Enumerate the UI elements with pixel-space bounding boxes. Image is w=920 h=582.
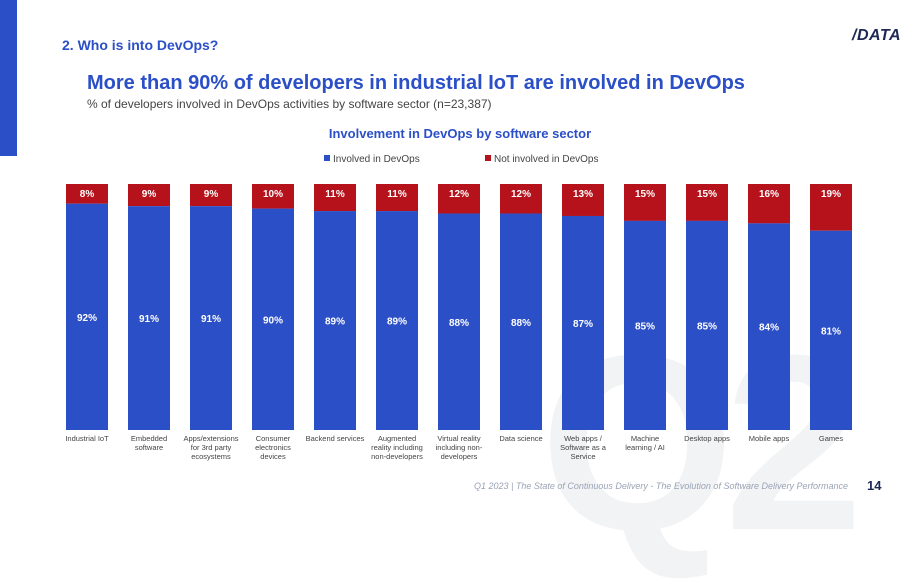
data-label-involved: 90% [263, 315, 283, 326]
data-label-involved: 84% [759, 323, 779, 334]
bar-involved [686, 220, 728, 430]
bar-not-involved [314, 184, 356, 212]
category-tick-label: Web apps / Software as a Service [560, 434, 607, 461]
data-label-not-involved: 12% [511, 189, 531, 200]
bar-not-involved [252, 184, 294, 209]
category-tick-label: Apps/extensions for 3rd party ecosystems [183, 434, 238, 461]
data-label-not-involved: 15% [697, 189, 717, 200]
data-label-involved: 87% [573, 319, 593, 330]
page-number: 14 [867, 478, 882, 493]
bar-not-involved [376, 184, 418, 212]
bar-not-involved [562, 184, 604, 216]
category-tick-label: Machine learning / AI [625, 434, 665, 452]
data-label-involved: 88% [449, 318, 469, 329]
legend-label-not-involved: Not involved in DevOps [494, 154, 599, 165]
bar-not-involved [748, 184, 790, 224]
data-label-involved: 88% [511, 318, 531, 329]
bar-involved [376, 211, 418, 430]
data-label-involved: 92% [77, 313, 97, 324]
bar-not-involved [66, 184, 108, 204]
category-tick-label: Backend services [306, 434, 365, 443]
bar-not-involved [624, 184, 666, 221]
bar-involved [624, 220, 666, 430]
data-label-not-involved: 11% [325, 189, 345, 200]
bar-not-involved [686, 184, 728, 221]
bar-involved [252, 208, 294, 430]
data-label-involved: 81% [821, 326, 841, 337]
bar-involved [66, 203, 108, 430]
legend-label-involved: Involved in DevOps [333, 154, 420, 165]
data-label-involved: 89% [387, 317, 407, 328]
category-tick-label: Data science [499, 434, 542, 443]
bar-involved [438, 213, 480, 430]
category-tick-label: Desktop apps [684, 434, 730, 443]
category-tick-label: Embedded software [131, 434, 167, 452]
category-tick-label: Games [819, 434, 843, 443]
category-tick-label: Consumer electronics devices [255, 434, 291, 461]
data-label-involved: 91% [201, 314, 221, 325]
data-label-not-involved: 16% [759, 189, 779, 200]
data-label-involved: 85% [697, 321, 717, 332]
bar-involved [562, 215, 604, 430]
data-label-not-involved: 8% [80, 189, 95, 200]
data-label-involved: 91% [139, 314, 159, 325]
bar-not-involved [438, 184, 480, 214]
category-tick-label: Virtual reality including non-developers [436, 434, 483, 461]
data-label-not-involved: 9% [142, 189, 157, 200]
data-label-not-involved: 10% [263, 189, 283, 200]
legend-item-not-involved: Not involved in DevOps [485, 154, 599, 165]
bar-involved [500, 213, 542, 430]
category-tick-label: Industrial IoT [65, 434, 109, 443]
legend-swatch-not-involved [485, 155, 491, 162]
bar-not-involved [810, 184, 852, 231]
data-label-involved: 89% [325, 317, 345, 328]
bar-involved [314, 211, 356, 430]
chart-title: Involvement in DevOps by software sector [328, 126, 592, 141]
bar-involved [810, 230, 852, 430]
bar-involved [748, 223, 790, 430]
chart-legend: Involved in DevOps Not involved in DevOp… [0, 154, 920, 168]
stacked-bar-chart: 8% 92% Industrial IoT 9% 91% Embedded software… [65, 184, 852, 461]
bar-not-involved [128, 184, 170, 207]
accent-side-bar [0, 0, 17, 156]
bar-not-involved [190, 184, 232, 207]
data-label-not-involved: 12% [449, 189, 469, 200]
legend-swatch-involved [324, 155, 330, 162]
category-tick-label: Mobile apps [749, 434, 790, 443]
bar-involved [128, 206, 170, 430]
data-label-not-involved: 13% [573, 189, 593, 200]
data-label-not-involved: 15% [635, 189, 655, 200]
data-label-not-involved: 9% [204, 189, 219, 200]
page-subtitle: % of developers involved in DevOps activ… [87, 97, 492, 111]
bar-involved [190, 206, 232, 430]
data-label-not-involved: 11% [387, 189, 407, 200]
data-label-involved: 85% [635, 321, 655, 332]
page-headline: More than 90% of developers in industria… [87, 72, 745, 94]
brand-logo: /DATA [852, 27, 902, 44]
footer-text: Q1 2023 | The State of Continuous Delive… [473, 481, 848, 491]
category-tick-label: Augmented reality including non-developers [371, 434, 423, 461]
section-title: 2. Who is into DevOps? [62, 37, 219, 53]
data-label-not-involved: 19% [821, 189, 841, 200]
bar-not-involved [500, 184, 542, 214]
legend-item-involved: Involved in DevOps [324, 154, 420, 165]
